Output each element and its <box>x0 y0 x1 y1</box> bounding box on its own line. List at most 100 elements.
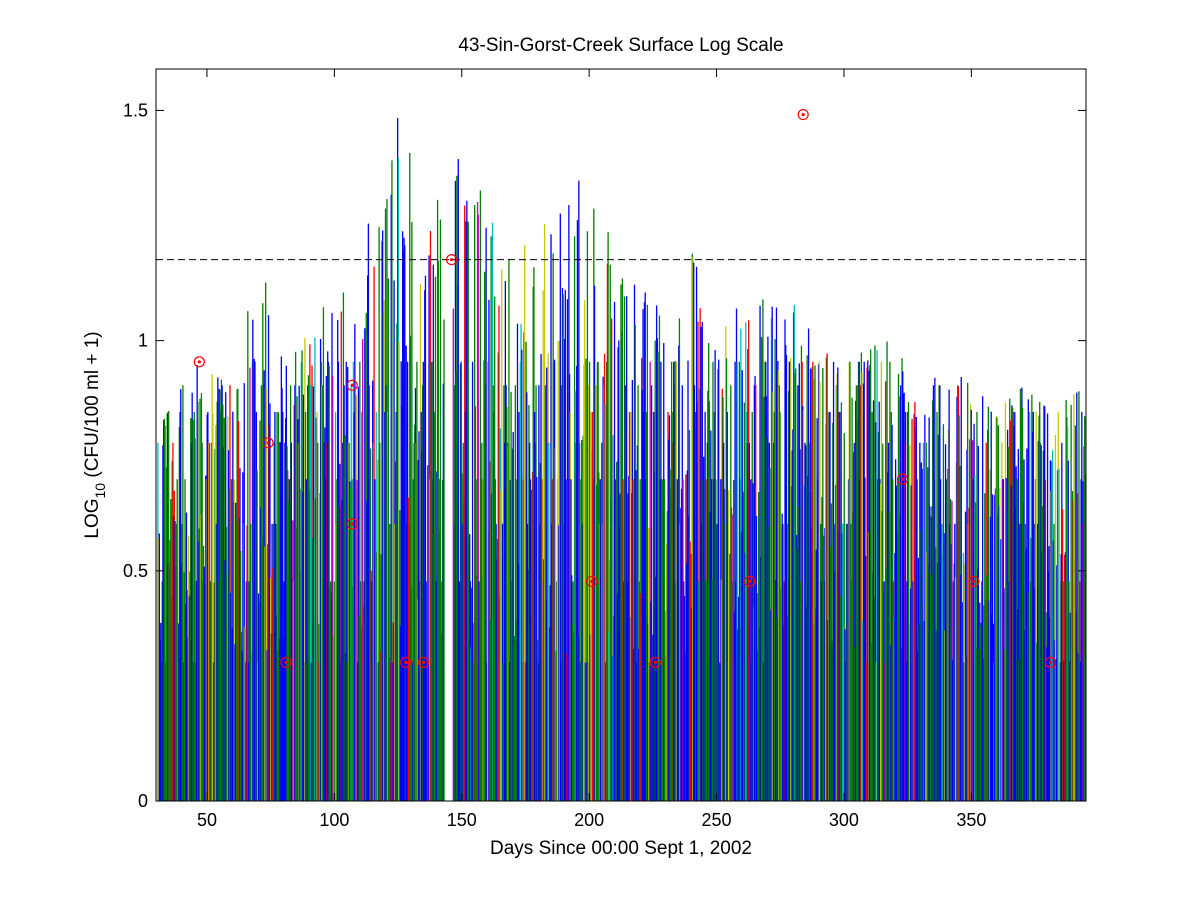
bar <box>545 600 547 801</box>
bar <box>702 479 704 801</box>
bar <box>458 581 460 801</box>
bar <box>1018 659 1020 801</box>
bar <box>843 432 845 801</box>
bar <box>1036 642 1038 801</box>
bar <box>755 516 758 801</box>
bar <box>461 473 463 801</box>
bar <box>358 615 360 801</box>
bar <box>830 503 833 801</box>
bar <box>422 361 424 801</box>
bar <box>340 311 342 801</box>
bar <box>491 222 494 801</box>
bar <box>184 479 186 801</box>
marker-ring <box>649 656 661 669</box>
bar <box>475 479 477 801</box>
bar <box>426 662 428 801</box>
bar <box>1035 411 1037 801</box>
bar <box>272 567 274 801</box>
bar <box>615 523 617 801</box>
bar <box>858 361 860 801</box>
bar <box>388 657 390 801</box>
bar <box>814 365 816 801</box>
bar <box>885 568 887 801</box>
bar <box>468 541 470 801</box>
bar <box>167 411 170 801</box>
bar <box>1024 523 1027 801</box>
bar <box>946 479 948 801</box>
bar <box>549 585 551 801</box>
bar <box>177 623 180 801</box>
bar <box>841 533 843 801</box>
bar <box>183 572 185 801</box>
bar <box>797 506 800 801</box>
bar <box>795 534 798 801</box>
bar <box>254 361 256 801</box>
sample-marker <box>896 473 909 485</box>
marker-dot <box>421 660 426 665</box>
bar <box>728 620 731 801</box>
bar <box>319 492 321 801</box>
bar <box>339 662 342 801</box>
bar <box>726 411 728 801</box>
bar <box>357 386 360 801</box>
y-axis: 0 0.5 1 1.5 <box>123 100 1086 811</box>
bar <box>740 328 742 801</box>
bar <box>854 646 856 801</box>
bar <box>294 351 297 801</box>
bar <box>802 405 804 801</box>
bar <box>240 550 242 801</box>
bar <box>434 276 437 801</box>
bar <box>382 230 384 801</box>
bar <box>678 318 681 801</box>
bar <box>412 479 414 801</box>
bar <box>411 662 414 801</box>
bar <box>639 479 641 801</box>
bar <box>300 361 302 801</box>
bar <box>989 517 992 801</box>
bar <box>787 391 790 801</box>
bar <box>767 336 769 801</box>
bar <box>522 479 524 801</box>
bar <box>573 633 575 801</box>
bar <box>640 593 642 801</box>
bar <box>167 412 169 801</box>
bar <box>170 597 173 801</box>
bar <box>872 572 874 801</box>
bar <box>334 581 336 801</box>
marker-ring <box>896 473 909 485</box>
bar <box>168 563 170 801</box>
bar <box>205 479 208 801</box>
bar <box>730 385 732 801</box>
bar <box>1064 554 1066 801</box>
bar <box>663 479 666 801</box>
marker-dot <box>266 441 270 445</box>
bar <box>555 650 557 801</box>
bar <box>571 575 573 801</box>
bar <box>1009 398 1011 801</box>
bar <box>688 430 691 801</box>
bar <box>379 650 382 801</box>
bar <box>669 469 671 801</box>
bar <box>840 596 842 801</box>
bar <box>365 312 367 801</box>
bar <box>785 355 788 801</box>
bar <box>362 606 365 801</box>
marker-dot <box>404 660 408 665</box>
bar <box>747 348 749 801</box>
bar <box>421 385 424 801</box>
bar <box>910 485 912 801</box>
bar <box>420 411 422 801</box>
bar <box>375 411 377 801</box>
bar <box>530 489 532 801</box>
bar <box>226 526 228 801</box>
bar <box>645 411 648 801</box>
bar <box>430 361 432 801</box>
bar <box>304 411 307 801</box>
bar <box>428 255 430 801</box>
bar <box>1065 399 1067 801</box>
bar <box>328 365 330 801</box>
bar <box>654 340 656 801</box>
bar <box>641 389 643 801</box>
bar <box>803 485 805 801</box>
bar <box>306 662 308 801</box>
